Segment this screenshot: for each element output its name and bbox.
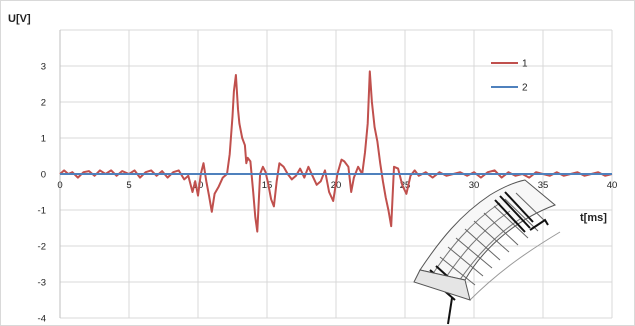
series-group [59, 70, 613, 233]
y-tick-label-5: 1 [41, 134, 46, 145]
x-tick-label-0: 0 [57, 180, 62, 191]
y-axis-label: U[V] [8, 13, 31, 25]
x-tick-label-7: 35 [538, 180, 549, 191]
y-tick-label-4: 0 [41, 170, 46, 181]
x-tick-label-5: 25 [400, 180, 411, 191]
x-tick-label-2: 10 [193, 180, 204, 191]
y-tick-label-7: 3 [41, 62, 46, 73]
y-tick-label-3: -1 [38, 206, 46, 217]
legend-label-1: 1 [522, 59, 528, 70]
coil-illustration [413, 179, 561, 325]
y-tick-label-0: -4 [38, 314, 46, 325]
x-tick-label-6: 30 [469, 180, 480, 191]
y-tick-label-6: 2 [41, 98, 46, 109]
x-tick-label-3: 15 [262, 180, 273, 191]
y-tick-label-2: -2 [38, 242, 46, 253]
legend-label-2: 2 [522, 83, 528, 94]
x-tick-label-1: 5 [126, 180, 131, 191]
x-tick-label-8: 40 [607, 180, 618, 191]
y-tick-label-1: -3 [38, 278, 46, 289]
x-axis-label: t[ms] [580, 212, 607, 224]
legend: 1 2 [491, 59, 528, 94]
